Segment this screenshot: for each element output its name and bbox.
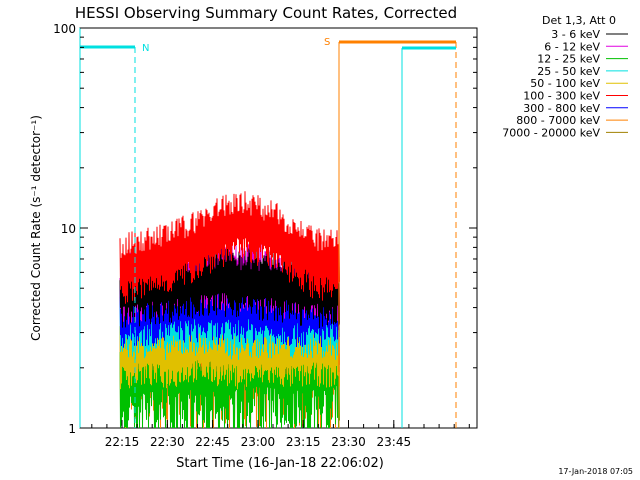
- night-label: N: [142, 43, 149, 54]
- y-tick-label: 10: [61, 222, 76, 236]
- x-axis-label: Start Time (16-Jan-18 22:06:02): [176, 456, 384, 471]
- saa-label: S: [324, 37, 330, 48]
- x-tick-label: 23:15: [286, 435, 321, 449]
- legend-entry-label: 12 - 25 keV: [537, 53, 600, 66]
- y-axis-label: Corrected Count Rate (s⁻¹ detector⁻¹): [29, 115, 43, 341]
- x-tick-label: 23:00: [241, 435, 276, 449]
- legend-entry-label: 25 - 50 keV: [537, 65, 600, 78]
- series-trace: [119, 191, 340, 304]
- legend-entry-label: 7000 - 20000 keV: [502, 126, 600, 139]
- legend-entry-label: 6 - 12 keV: [544, 40, 600, 53]
- legend-entry-label: 3 - 6 keV: [551, 28, 600, 41]
- legend-title: Det 1,3, Att 0: [542, 14, 616, 27]
- x-tick-label: 23:30: [331, 435, 366, 449]
- axes: 22:15 22:30 22:45 23:00 23:15 23:30 23:45 1 10 10…: [53, 22, 477, 449]
- x-tick-label: 22:30: [150, 435, 185, 449]
- y-tick-label: 100: [53, 22, 76, 36]
- legend-entry-label: 50 - 100 keV: [530, 77, 600, 90]
- x-tick-label: 23:45: [377, 435, 412, 449]
- data-layer: [119, 191, 340, 429]
- legend-entry-label: 300 - 800 keV: [523, 102, 600, 115]
- x-tick-label: 22:45: [195, 435, 230, 449]
- footer-timestamp: 17-Jan-2018 07:05: [558, 467, 633, 476]
- y-tick-label: 1: [68, 422, 76, 436]
- legend-entry-label: 800 - 7000 keV: [516, 114, 600, 127]
- x-tick-label: 22:15: [105, 435, 140, 449]
- legend-entry-label: 100 - 300 keV: [523, 90, 600, 103]
- chart-title: HESSI Observing Summary Count Rates, Cor…: [75, 4, 457, 22]
